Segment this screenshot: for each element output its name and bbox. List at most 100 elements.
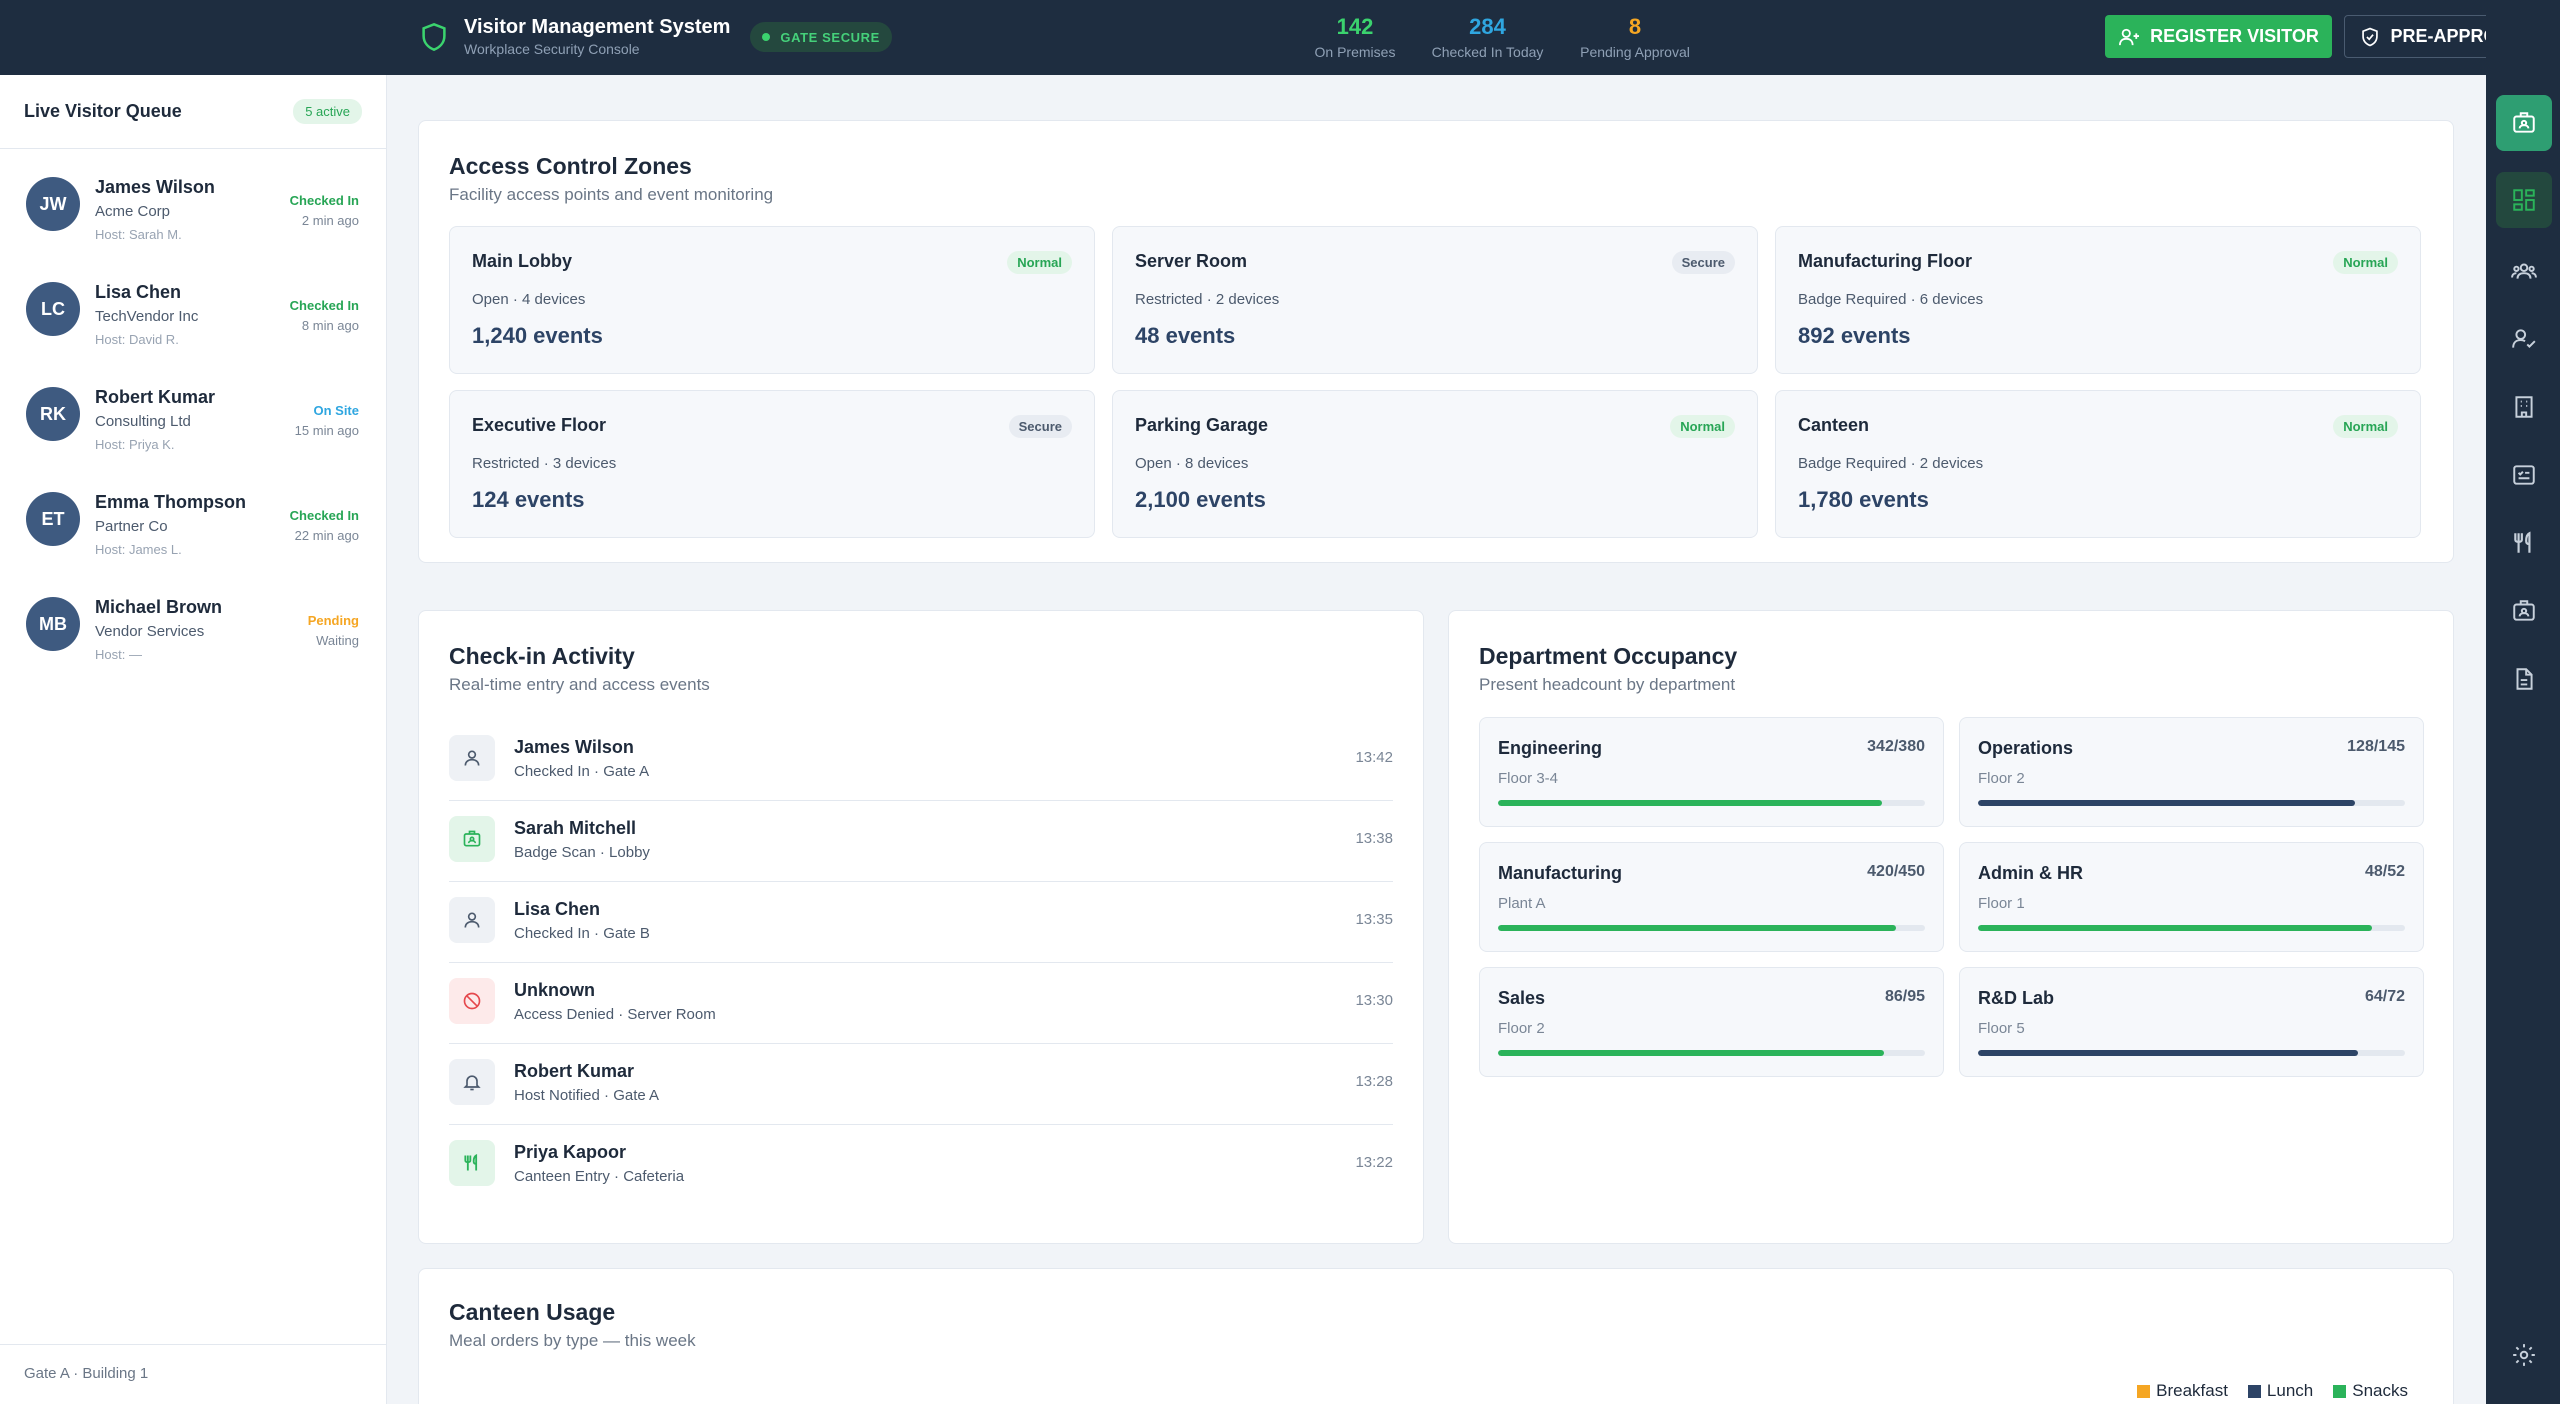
- queue-item[interactable]: RK Robert Kumar Consulting Ltd Host: Pri…: [0, 359, 386, 464]
- zone-meta: Badge Required · 2 devices: [1798, 455, 1984, 472]
- queue-item[interactable]: LC Lisa Chen TechVendor Inc Host: David …: [0, 254, 386, 359]
- visitor-company: Consulting Ltd: [95, 413, 191, 430]
- activity-name: Unknown: [514, 980, 595, 1000]
- rail-item-checklist[interactable]: [2496, 447, 2552, 503]
- visitor-host: Host: Priya K.: [95, 437, 175, 452]
- user-icon: [449, 897, 495, 943]
- activity-row[interactable]: Lisa Chen Checked In · Gate B 13:35: [449, 883, 1393, 963]
- zone-meta: Restricted · 2 devices: [1135, 291, 1280, 308]
- activity-time: 13:28: [1355, 1073, 1393, 1090]
- time-ago: 2 min ago: [301, 213, 359, 228]
- queue-item[interactable]: JW James Wilson Acme Corp Host: Sarah M.…: [0, 149, 386, 254]
- occupancy-bar: [1978, 925, 2405, 931]
- stat-on-premises: 142 On Premises: [1310, 14, 1400, 62]
- zone-status-badge: Normal: [1670, 415, 1735, 438]
- legend-item: Lunch: [2247, 1381, 2314, 1401]
- department-card[interactable]: Admin & HR 48/52 Floor 1: [1959, 842, 2424, 952]
- visitor-name: Michael Brown: [95, 597, 223, 617]
- gear-icon: [2511, 1342, 2537, 1368]
- app-title: Visitor Management System: [464, 16, 731, 38]
- rail-item-dashboard[interactable]: [2496, 172, 2552, 228]
- department-card[interactable]: Sales 86/95 Floor 2: [1479, 967, 1944, 1077]
- zone-card[interactable]: Server Room Secure Restricted · 2 device…: [1112, 226, 1758, 374]
- zone-status-badge: Normal: [1007, 251, 1072, 274]
- gate-status-badge: GATE SECURE: [750, 22, 892, 52]
- status-badge: Pending: [307, 613, 359, 628]
- visitor-name: James Wilson: [95, 177, 215, 197]
- activity-time: 13:38: [1355, 830, 1393, 847]
- visitor-name: Emma Thompson: [95, 492, 247, 512]
- status-badge: Checked In: [289, 193, 359, 208]
- department-name: R&D Lab: [1978, 988, 2054, 1008]
- department-name: Engineering: [1498, 738, 1603, 758]
- occupancy-bar-fill: [1498, 1050, 1885, 1056]
- stat-checked-in-today: 284 Checked In Today: [1420, 14, 1555, 62]
- zone-status-badge: Secure: [1008, 415, 1072, 438]
- department-floor: Floor 3-4: [1498, 770, 1559, 787]
- denied-icon: [449, 978, 495, 1024]
- department-card[interactable]: Manufacturing 420/450 Plant A: [1479, 842, 1944, 952]
- stat-value: 142: [1336, 14, 1374, 39]
- activity-row[interactable]: Sarah Mitchell Badge Scan · Lobby 13:38: [449, 802, 1393, 882]
- queue-item[interactable]: ET Emma Thompson Partner Co Host: James …: [0, 464, 386, 569]
- canteen-usage-panel: Canteen Usage Meal orders by type — this…: [418, 1268, 2454, 1404]
- rail-item-building[interactable]: [2496, 379, 2552, 435]
- queue-item[interactable]: MB Michael Brown Vendor Services Host: —…: [0, 569, 386, 674]
- rail-item-badge[interactable]: [2496, 583, 2552, 639]
- activity-detail: Canteen Entry · Cafeteria: [514, 1168, 685, 1185]
- department-count: 342/380: [1867, 738, 1925, 755]
- rail-item-id-card[interactable]: [2496, 95, 2552, 151]
- dashboard-icon: [2511, 187, 2537, 213]
- activity-detail: Checked In · Gate A: [514, 763, 650, 780]
- panel-title: Check-in Activity: [449, 643, 635, 669]
- department-card[interactable]: Engineering 342/380 Floor 3-4: [1479, 717, 1944, 827]
- queue-title: Live Visitor Queue: [24, 101, 182, 121]
- zone-meta: Open · 4 devices: [472, 291, 586, 308]
- checklist-icon: [2511, 462, 2537, 488]
- rail-item-gear[interactable]: [2496, 1327, 2552, 1383]
- visitor-host: Host: Sarah M.: [95, 227, 182, 242]
- activity-time: 13:42: [1355, 749, 1393, 766]
- zone-card[interactable]: Main Lobby Normal Open · 4 devices 1,240…: [449, 226, 1095, 374]
- zone-card[interactable]: Manufacturing Floor Normal Badge Require…: [1775, 226, 2421, 374]
- occupancy-bar-fill: [1978, 800, 2356, 806]
- status-badge: Checked In: [289, 508, 359, 523]
- activity-row[interactable]: Unknown Access Denied · Server Room 13:3…: [449, 964, 1393, 1044]
- app-subtitle: Workplace Security Console: [464, 41, 640, 57]
- register-visitor-button[interactable]: REGISTER VISITOR: [2105, 15, 2332, 58]
- occupancy-bar: [1498, 925, 1925, 931]
- user-icon: [449, 735, 495, 781]
- department-card[interactable]: R&D Lab 64/72 Floor 5: [1959, 967, 2424, 1077]
- department-name: Admin & HR: [1978, 863, 2083, 883]
- department-card[interactable]: Operations 128/145 Floor 2: [1959, 717, 2424, 827]
- activity-row[interactable]: Robert Kumar Host Notified · Gate A 13:2…: [449, 1045, 1393, 1125]
- activity-name: James Wilson: [514, 737, 634, 757]
- rail-item-document[interactable]: [2496, 651, 2552, 707]
- legend-label: Lunch: [2266, 1381, 2314, 1400]
- zone-meta: Open · 8 devices: [1135, 455, 1249, 472]
- stat-label: On Premises: [1314, 44, 1396, 60]
- sidebar-footer: Gate A · Building 1: [0, 1344, 386, 1404]
- visitor-name: Robert Kumar: [95, 387, 216, 407]
- shield-icon: [422, 22, 446, 52]
- rail-item-user-check[interactable]: [2496, 311, 2552, 367]
- zone-card[interactable]: Parking Garage Normal Open · 8 devices 2…: [1112, 390, 1758, 538]
- rail-item-users[interactable]: [2496, 243, 2552, 299]
- activity-row[interactable]: Priya Kapoor Canteen Entry · Cafeteria 1…: [449, 1126, 1393, 1206]
- legend-label: Snacks: [2352, 1381, 2408, 1400]
- department-name: Operations: [1978, 738, 2074, 758]
- time-ago: 8 min ago: [301, 318, 359, 333]
- status-badge: Checked In: [289, 298, 359, 313]
- user-check-icon: [2511, 326, 2537, 352]
- activity-row[interactable]: James Wilson Checked In · Gate A 13:42: [449, 721, 1393, 801]
- utensils-icon: [2511, 530, 2537, 556]
- status-dot: [762, 33, 771, 41]
- rail-item-utensils[interactable]: [2496, 515, 2552, 571]
- department-count: 128/145: [2347, 738, 2405, 755]
- visitor-name: Lisa Chen: [95, 282, 182, 302]
- zone-card[interactable]: Canteen Normal Badge Required · 2 device…: [1775, 390, 2421, 538]
- avatar: RK: [26, 387, 80, 441]
- stat-pending-approval: 8 Pending Approval: [1570, 14, 1700, 62]
- zone-card[interactable]: Executive Floor Secure Restricted · 3 de…: [449, 390, 1095, 538]
- visitor-host: Host: —: [95, 647, 142, 662]
